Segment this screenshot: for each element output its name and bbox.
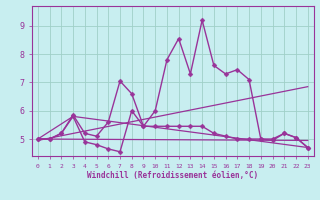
X-axis label: Windchill (Refroidissement éolien,°C): Windchill (Refroidissement éolien,°C): [87, 171, 258, 180]
